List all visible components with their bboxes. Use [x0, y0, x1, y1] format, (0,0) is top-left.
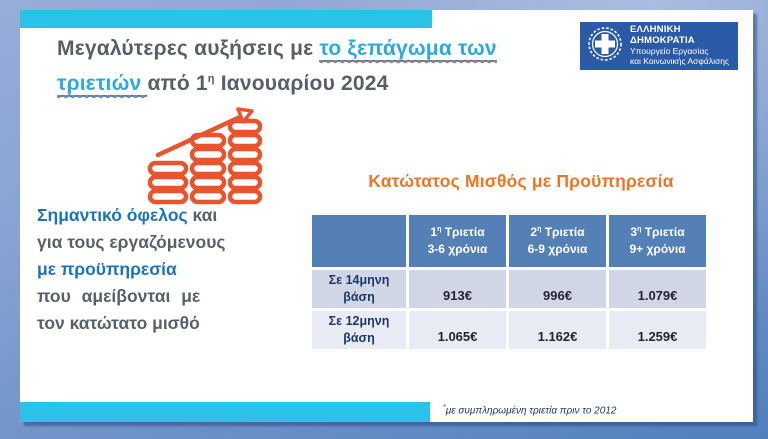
- value-cell: 913€: [409, 270, 506, 308]
- row-label-line: βάση: [343, 331, 375, 345]
- value-cell: 996€: [509, 270, 606, 308]
- header-line: 2η Τριετία: [530, 225, 585, 240]
- footnote: *με συμπληρωμένη τριετία πριν το 2012: [443, 404, 616, 416]
- value-cell: 1.259€: [609, 311, 706, 349]
- benefit-line-2: για τους εργαζόμενους: [37, 232, 226, 252]
- benefit-highlight: με προϋπηρεσία: [37, 259, 177, 279]
- logo-line-3: και Κοινωνικής Ασφάλισης: [630, 55, 730, 66]
- title-highlight-link[interactable]: το ξεπάγωμα των: [319, 37, 497, 62]
- header-years: 3-6 χρόνια: [427, 242, 488, 256]
- row-label-14-month: Σε 14μηνη βάση: [312, 270, 406, 308]
- benefit-line-1: Σημαντικό όφελος και: [37, 205, 217, 225]
- slide-title-line-1: Μεγαλύτερες αυξήσεις με το ξεπάγωμα των: [57, 34, 557, 64]
- table-header-col-1: 1η Τριετία 3-6 χρόνια: [409, 215, 506, 267]
- title-text: από 1: [147, 72, 208, 95]
- value-cell: 1.162€: [509, 311, 606, 349]
- header-years: 9+ χρόνια: [629, 242, 686, 256]
- benefit-paragraph: Σημαντικό όφελος και για τους εργαζόμενο…: [37, 202, 317, 337]
- slide-card: ΕΛΛΗΝΙΚΗ ΔΗΜΟΚΡΑΤΙΑ Υπουργείο Εργασίας κ…: [20, 10, 753, 422]
- ministry-logo-text: ΕΛΛΗΝΙΚΗ ΔΗΜΟΚΡΑΤΙΑ Υπουργείο Εργασίας κ…: [630, 24, 732, 66]
- footnote-asterisk: *: [443, 404, 446, 411]
- logo-line-2: Υπουργείο Εργασίας: [630, 46, 709, 57]
- coin-stacks-growth-icon: [138, 103, 264, 214]
- slide-title: Μεγαλύτερες αυξήσεις με το ξεπάγωμα των …: [57, 34, 557, 99]
- table-title: Κατώτατος Μισθός με Προϋπηρεσία: [368, 171, 674, 191]
- benefit-line-4: που αμείβονται με: [37, 286, 201, 306]
- row-label-line: Σε 14μηνη: [328, 273, 390, 288]
- footnote-text: με συμπληρωμένη τριετία πριν το 2012: [445, 405, 617, 417]
- benefit-highlight: Σημαντικό όφελος: [37, 205, 188, 225]
- benefit-text: και: [187, 205, 218, 225]
- top-accent-bar: [20, 10, 432, 28]
- row-label-line: Σε 12μηνη: [328, 314, 390, 329]
- row-label-line: βάση: [343, 290, 375, 304]
- header-line: 3η Τριετία: [630, 225, 685, 240]
- logo-line-1: ΕΛΛΗΝΙΚΗ ΔΗΜΟΚΡΑΤΙΑ: [630, 24, 695, 47]
- row-label-12-month: Σε 12μηνη βάση: [312, 311, 406, 349]
- table-corner-cell: [312, 215, 406, 267]
- ministry-logo: ΕΛΛΗΝΙΚΗ ΔΗΜΟΚΡΑΤΙΑ Υπουργείο Εργασίας κ…: [580, 22, 738, 70]
- header-years: 6-9 χρόνια: [527, 242, 588, 256]
- header-line: 1η Τριετία: [430, 225, 485, 240]
- wage-table: 1η Τριετία 3-6 χρόνια 2η Τριετία 6-9 χρό…: [312, 215, 706, 349]
- value-cell: 1.065€: [409, 311, 506, 349]
- greek-coat-of-arms-icon: [586, 25, 624, 68]
- table-header-col-3: 3η Τριετία 9+ χρόνια: [609, 215, 706, 267]
- table-header-col-2: 2η Τριετία 6-9 χρόνια: [509, 215, 606, 267]
- title-text: Ιανουαρίου 2024: [214, 72, 389, 95]
- benefit-line-5: τον κατώτατο μισθό: [37, 313, 200, 333]
- title-highlight-link[interactable]: τριετιών: [57, 72, 148, 97]
- title-superscript: η: [207, 73, 215, 85]
- bottom-accent-bar: [20, 402, 430, 422]
- title-text: Μεγαλύτερες αυξήσεις με: [57, 37, 320, 60]
- value-cell: 1.079€: [609, 270, 706, 308]
- slide-title-line-2: τριετιών από 1η Ιανουαρίου 2024: [57, 64, 557, 99]
